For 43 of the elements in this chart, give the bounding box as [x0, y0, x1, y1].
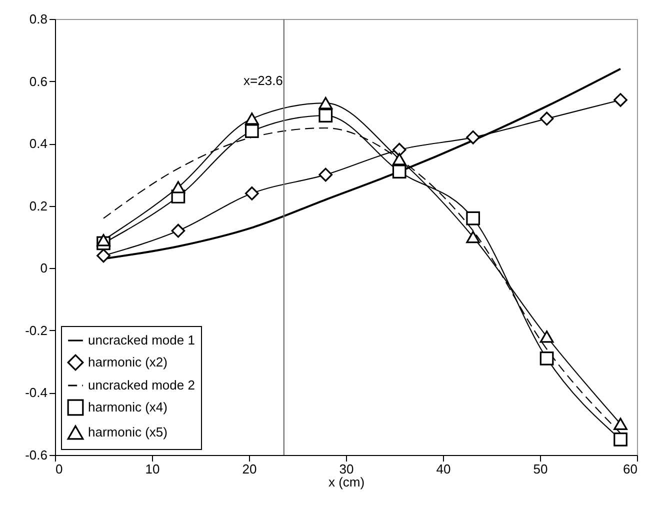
point: [614, 93, 628, 107]
point: [466, 130, 480, 144]
x-tick-label: 40: [436, 462, 451, 476]
point: [318, 96, 333, 110]
point: [244, 112, 259, 125]
point: [540, 330, 554, 343]
y-tick-label: -0.4: [25, 385, 48, 400]
point: [96, 248, 110, 263]
x-tick-label: 30: [339, 462, 354, 476]
x-tick-label: 20: [242, 462, 257, 476]
y-tick-label: 0.2: [29, 198, 48, 214]
legend-label: harmonic (x5): [88, 424, 168, 440]
x-tick-label: 0: [56, 462, 63, 476]
point: [614, 418, 628, 430]
point: [171, 181, 186, 194]
point: [392, 142, 406, 157]
legend-label: uncracked mode 2: [88, 378, 195, 392]
point: [466, 211, 480, 226]
legend-label: harmonic (x2): [88, 354, 168, 370]
ref-line-label: x=23.6: [244, 73, 283, 88]
x-tick-label: 60: [623, 462, 638, 476]
legend-label: harmonic (x4): [88, 400, 168, 414]
point: [318, 108, 333, 122]
point: [614, 432, 628, 446]
point: [171, 224, 186, 238]
point: [244, 186, 259, 200]
point: [540, 352, 554, 366]
point: [96, 234, 110, 246]
x-axis-title: x (cm): [328, 474, 365, 490]
x-tick-label: 10: [145, 462, 160, 476]
y-tick-label: 0.8: [29, 12, 48, 26]
y-tick-label: 0.6: [29, 74, 48, 89]
x-tick-label: 50: [533, 462, 548, 476]
y-tick-label: 0.4: [29, 136, 48, 152]
y-tick-label: -0.6: [25, 448, 48, 462]
y-tick-label: 0: [40, 260, 48, 276]
point: [318, 168, 333, 182]
y-tick-label: -0.2: [25, 322, 48, 338]
legend-label: uncracked mode 1: [88, 332, 195, 348]
point: [392, 164, 406, 179]
point: [466, 230, 480, 244]
point: [540, 112, 554, 126]
point: [244, 124, 259, 138]
